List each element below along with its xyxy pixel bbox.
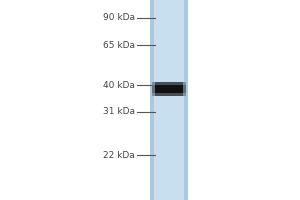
Bar — [152, 93, 186, 96]
Bar — [150, 0, 188, 200]
Bar — [152, 82, 186, 96]
Bar — [152, 82, 186, 85]
Bar — [150, 0, 154, 200]
Bar — [184, 0, 188, 200]
Text: 31 kDa: 31 kDa — [103, 108, 135, 116]
Text: 90 kDa: 90 kDa — [103, 14, 135, 22]
Bar — [183, 82, 186, 96]
Text: 65 kDa: 65 kDa — [103, 40, 135, 49]
Text: 40 kDa: 40 kDa — [103, 80, 135, 90]
Bar — [152, 82, 155, 96]
Text: 22 kDa: 22 kDa — [103, 150, 135, 160]
